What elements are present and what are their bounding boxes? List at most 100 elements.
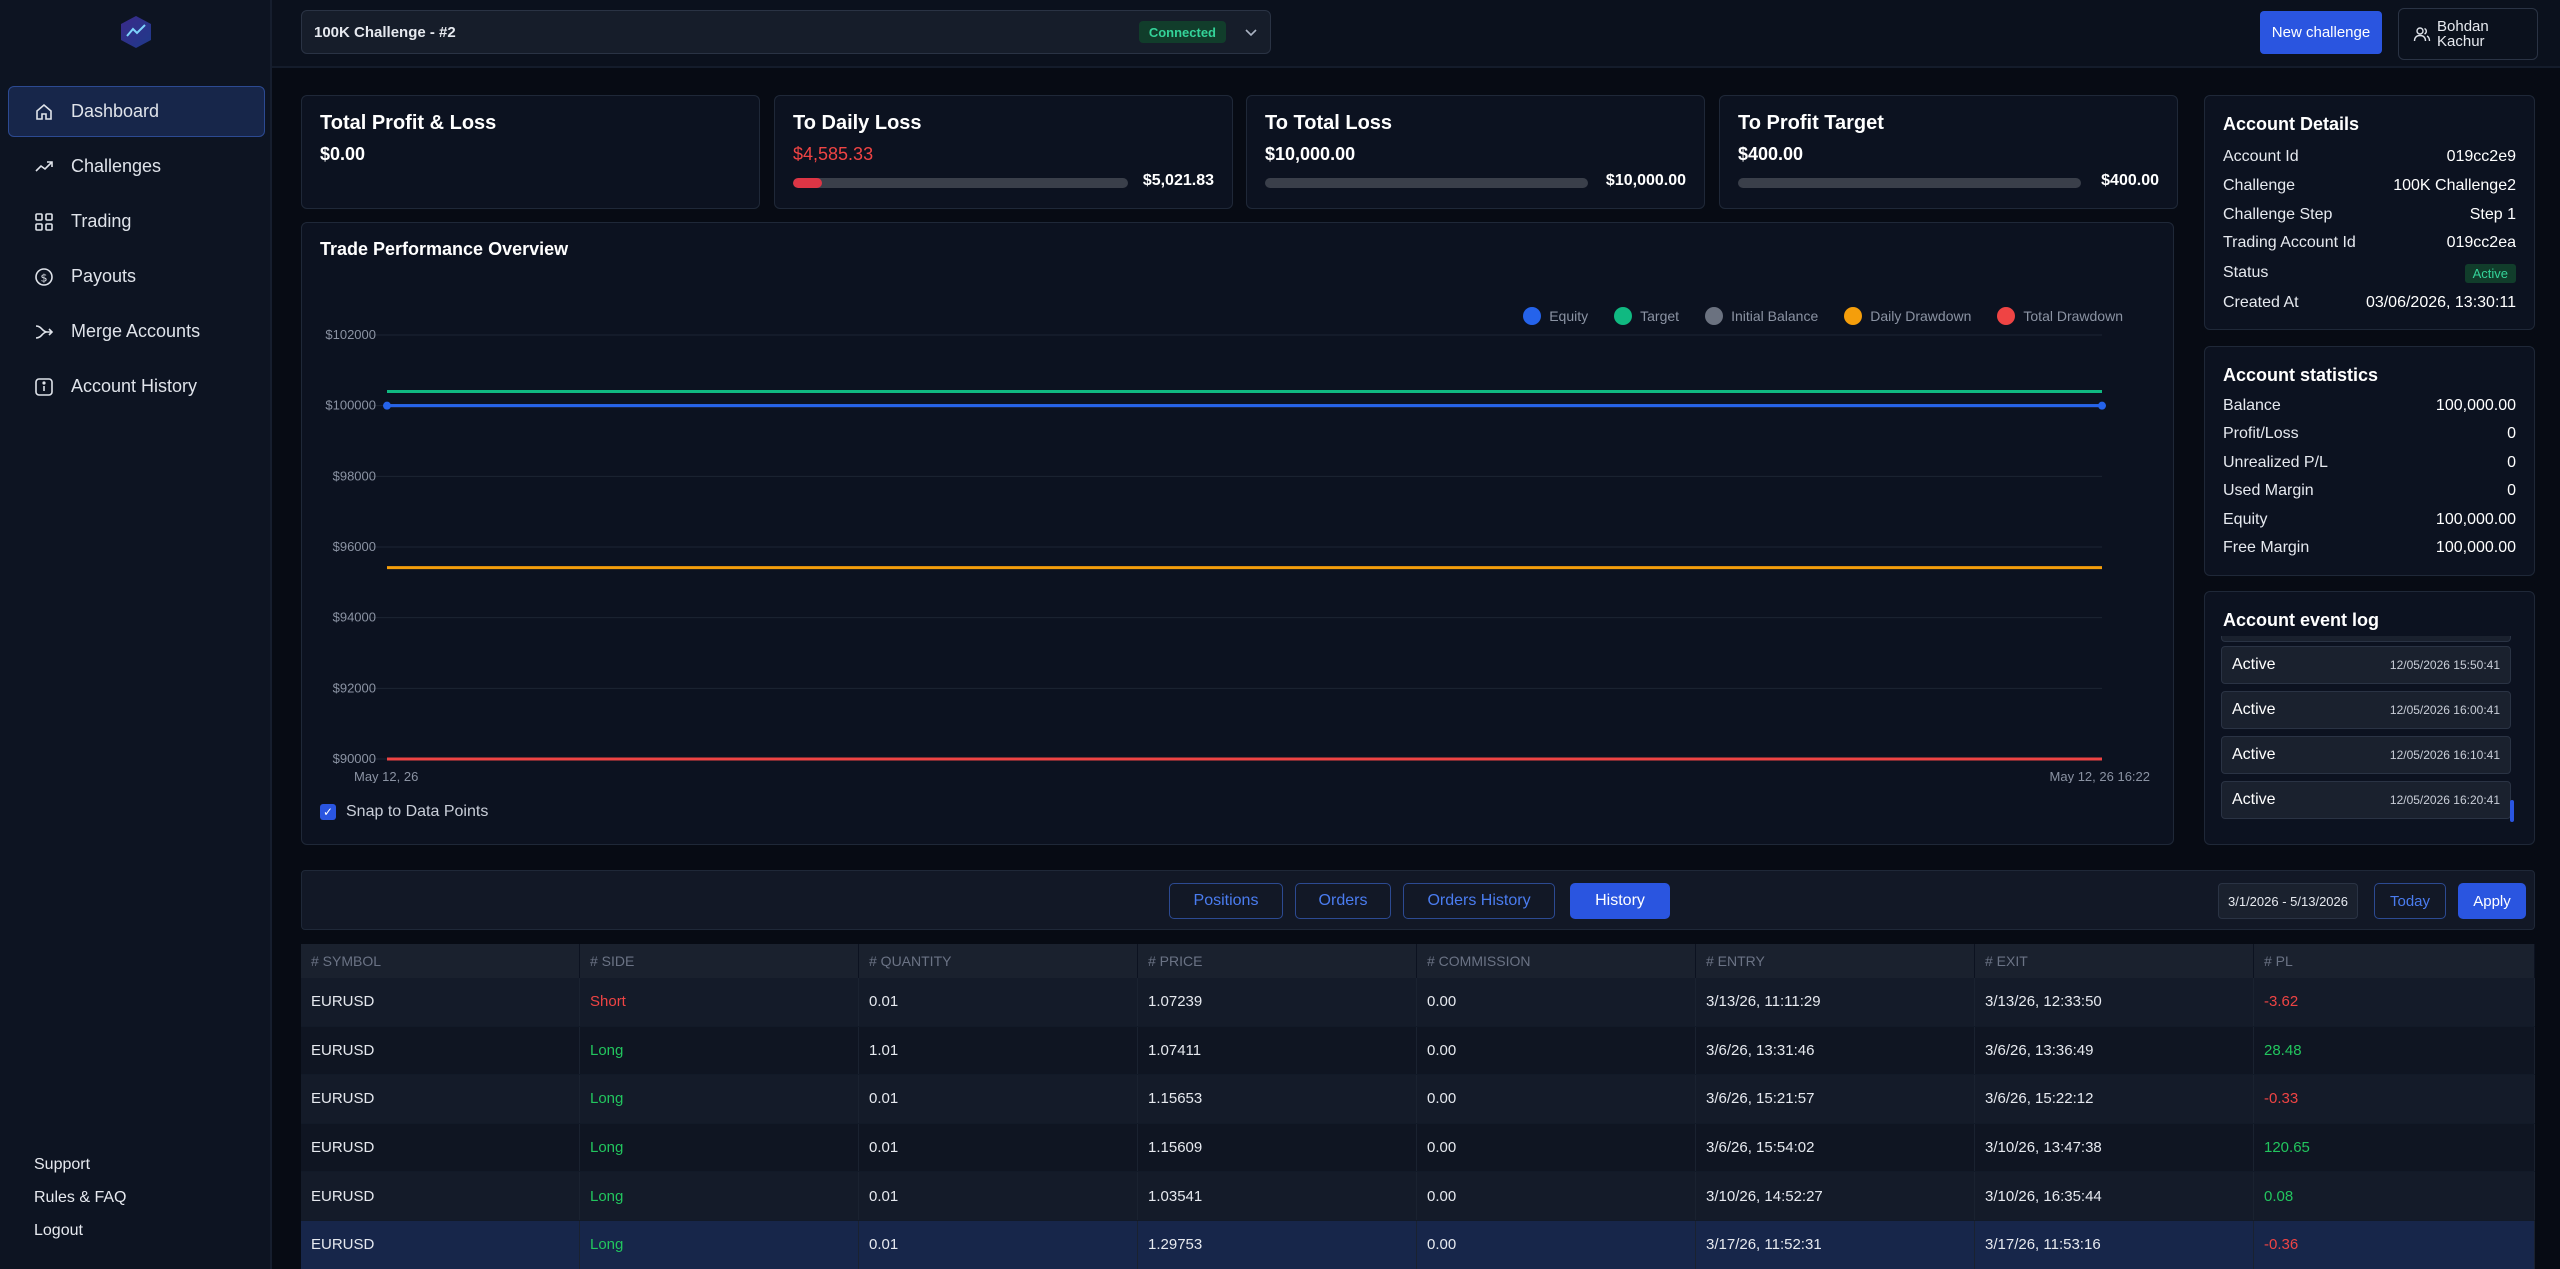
card-title: To Profit Target [1738, 112, 1884, 134]
card-title: Total Profit & Loss [320, 112, 497, 134]
list-item: Active 12/05/2026 16:20:41 [2221, 781, 2511, 819]
tab-positions[interactable]: Positions [1169, 883, 1283, 919]
checkbox-checked-icon[interactable]: ✓ [320, 804, 336, 820]
table-row[interactable]: EURUSD Long 0.01 1.29753 0.00 3/17/26, 11:52:… [301, 1220, 2535, 1269]
sidebar-item-challenges[interactable]: Challenges [8, 141, 265, 192]
card-value: $4,585.33 [793, 144, 874, 164]
table-row[interactable]: EURUSD Long 0.01 1.15653 0.00 3/6/26, 15:21:5… [301, 1075, 2535, 1124]
event-status: Active [2232, 746, 2276, 763]
data-point[interactable] [2098, 401, 2106, 410]
list-item: Active 12/05/2026 16:00:41 [2221, 691, 2511, 729]
y-tick-label: $94000 [333, 610, 376, 625]
table-cell: EURUSD [301, 1220, 580, 1269]
column-header[interactable]: # PL [2254, 944, 2535, 978]
legend-label: Initial Balance [1731, 308, 1819, 324]
y-tick-label: $98000 [333, 468, 376, 483]
progress-bar [1738, 178, 2081, 188]
logo-icon[interactable] [118, 14, 154, 50]
info-icon [33, 376, 55, 398]
column-header[interactable]: # QUANTITY [859, 944, 1138, 978]
user-menu-button[interactable]: Bohdan Kachur [2398, 8, 2538, 60]
tab-history[interactable]: History [1570, 883, 1670, 919]
legend-total-drawdown[interactable]: Total Drawdown [1997, 307, 2123, 325]
panel-title: Account statistics [2223, 365, 2379, 385]
detail-label: Account Id [2223, 148, 2299, 165]
tab-orders[interactable]: Orders [1295, 883, 1391, 919]
sidebar-item-trading[interactable]: Trading [8, 196, 265, 247]
scrollbar-thumb[interactable] [2510, 800, 2514, 822]
tab-orders-history[interactable]: Orders History [1403, 883, 1555, 919]
table-cell: EURUSD [301, 1172, 580, 1220]
daily-loss-card: To Daily Loss $4,585.33 $5,021.83 [774, 95, 1233, 209]
table-cell: 0.00 [1417, 1172, 1696, 1220]
sidebar-footer: Support Rules & FAQ Logout [34, 1156, 126, 1255]
table-cell: 3/13/26, 11:11:29 [1696, 978, 1975, 1026]
event-time: 12/05/2026 16:10:41 [2389, 748, 2500, 762]
sidebar-item-label: Trading [71, 211, 132, 231]
table-cell: 1.29753 [1138, 1220, 1417, 1269]
account-details-panel: Account Details Account Id 019cc2e9 Chall… [2204, 95, 2535, 330]
event-log-list[interactable]: Active 12/05/2026 15:50:41 Active 12/05/20… [2221, 636, 2525, 822]
progress-bar [793, 178, 1128, 188]
table-cell: 3/6/26, 13:31:46 [1696, 1026, 1975, 1075]
logout-link[interactable]: Logout [34, 1222, 83, 1239]
trade-performance-panel: Trade Performance Overview Equity Target… [301, 222, 2174, 845]
legend-label: Daily Drawdown [1870, 308, 1972, 324]
apply-button[interactable]: Apply [2458, 883, 2526, 919]
table-cell: 0.00 [1417, 1123, 1696, 1172]
sidebar-item-label: Payouts [71, 266, 137, 286]
detail-row: Account Id 019cc2e9 [2223, 148, 2516, 166]
card-value: $400.00 [1738, 144, 1804, 164]
sidebar-item-label: Merge Accounts [71, 321, 201, 341]
legend-target[interactable]: Target [1614, 307, 1679, 325]
total-loss-card: To Total Loss $10,000.00 $10,000.00 [1246, 95, 1705, 209]
table-cell: 3/17/26, 11:52:31 [1696, 1220, 1975, 1269]
chart-title: Trade Performance Overview [320, 239, 569, 259]
table-cell: 0.01 [859, 1220, 1138, 1269]
event-status: Active [2232, 791, 2276, 808]
table-row[interactable]: EURUSD Short 0.01 1.07239 0.00 3/13/26, 11:11… [301, 978, 2535, 1027]
data-point[interactable] [383, 401, 391, 410]
sidebar-item-label: Account History [71, 376, 198, 396]
card-limit: $10,000.00 [1605, 172, 1686, 189]
sidebar-item-merge-accounts[interactable]: Merge Accounts [8, 306, 265, 357]
support-link[interactable]: Support [34, 1156, 91, 1173]
stat-value: 100,000.00 [2435, 397, 2516, 414]
column-header[interactable]: # SYMBOL [301, 944, 580, 978]
sidebar-item-dashboard[interactable]: Dashboard [8, 86, 265, 137]
table-cell: EURUSD [301, 978, 580, 1026]
column-header[interactable]: # EXIT [1975, 944, 2254, 978]
stat-row: Free Margin 100,000.00 [2223, 539, 2516, 557]
sidebar-item-account-history[interactable]: Account History [8, 361, 265, 412]
table-cell: 0.00 [1417, 1026, 1696, 1075]
event-time: 12/05/2026 16:00:41 [2389, 703, 2500, 717]
new-challenge-button[interactable]: New challenge [2260, 11, 2382, 54]
line-chart[interactable]: $102000 $100000 $98000 $96000 $94000 $92000 $9… [302, 223, 2175, 783]
today-button[interactable]: Today [2374, 883, 2446, 919]
column-header[interactable]: # ENTRY [1696, 944, 1975, 978]
date-range-picker[interactable]: 3/1/2026 - 5/13/2026 [2218, 883, 2358, 919]
table-row[interactable]: EURUSD Long 0.01 1.15609 0.00 3/6/26, 15:54:0… [301, 1123, 2535, 1173]
panel-title: Account event log [2223, 610, 2380, 630]
column-header[interactable]: # SIDE [580, 944, 859, 978]
table-row[interactable]: EURUSD Long 1.01 1.07411 0.00 3/6/26, 13:31:4… [301, 1026, 2535, 1076]
column-header[interactable]: # PRICE [1138, 944, 1417, 978]
trades-tabs-bar: Positions Orders Orders History History … [301, 870, 2535, 930]
detail-label: Status [2223, 264, 2269, 281]
legend-equity[interactable]: Equity [1523, 307, 1588, 325]
sidebar-item-label: Challenges [71, 156, 162, 176]
sidebar-item-payouts[interactable]: $ Payouts [8, 251, 265, 302]
table-cell: 0.00 [1417, 1220, 1696, 1269]
users-icon [2413, 27, 2431, 42]
stat-value: 0 [2507, 482, 2516, 499]
stat-row: Balance 100,000.00 [2223, 397, 2516, 415]
detail-label: Challenge [2223, 177, 2296, 194]
rules-faq-link[interactable]: Rules & FAQ [34, 1189, 127, 1206]
challenge-select[interactable]: 100K Challenge - #2 Connected [301, 10, 1271, 54]
table-cell: 3/6/26, 15:54:02 [1696, 1123, 1975, 1172]
table-row[interactable]: EURUSD Long 0.01 1.03541 0.00 3/10/26, 14:52:… [301, 1172, 2535, 1221]
snap-to-data-points[interactable]: ✓ Snap to Data Points [320, 803, 488, 821]
legend-daily-drawdown[interactable]: Daily Drawdown [1844, 307, 1971, 325]
legend-initial-balance[interactable]: Initial Balance [1705, 307, 1818, 325]
column-header[interactable]: # COMMISSION [1417, 944, 1696, 978]
